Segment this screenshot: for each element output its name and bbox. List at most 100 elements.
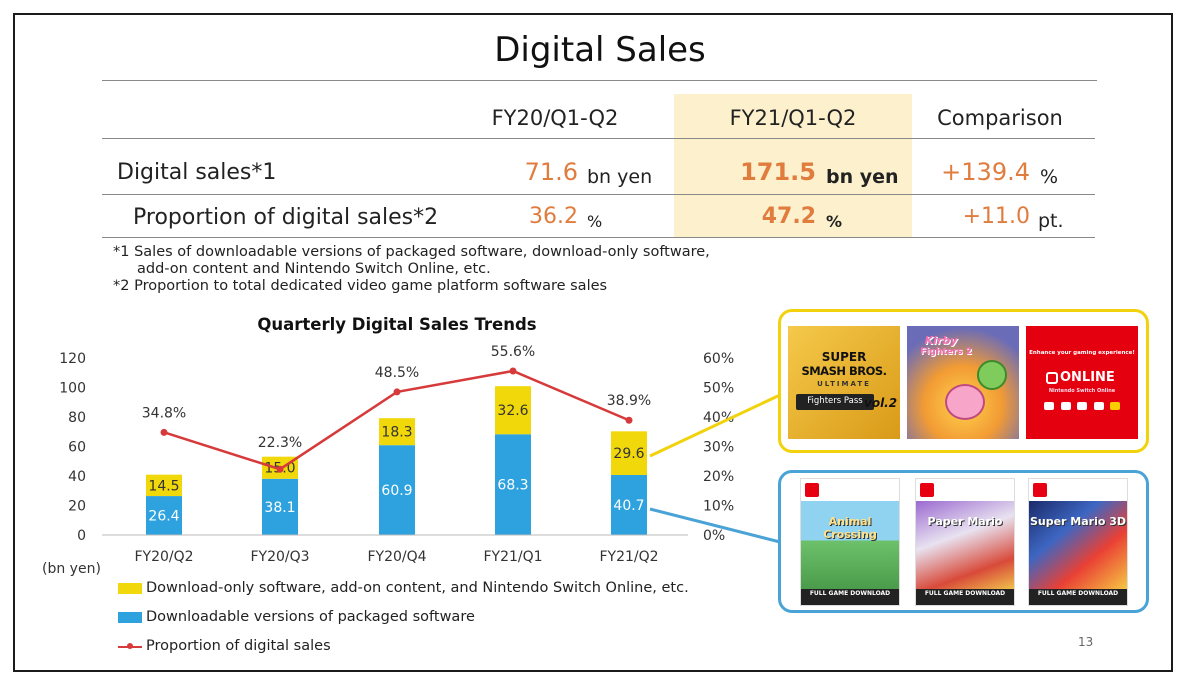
mario-3d-title: Super Mario 3D bbox=[1029, 515, 1127, 528]
y-tick-label: 40 bbox=[68, 469, 86, 485]
nso-caption-sub: Nintendo Switch Online bbox=[1048, 388, 1116, 394]
mario-3d-footer: FULL GAME DOWNLOAD bbox=[1029, 589, 1127, 605]
bar-label-download-only: 14.5 bbox=[148, 478, 179, 494]
footnote-1-cont: add-on content and Nintendo Switch Onlin… bbox=[137, 261, 491, 277]
y-tick-label: 120 bbox=[59, 351, 86, 367]
row-label-digital-sales: Digital sales*1 bbox=[117, 160, 277, 185]
legend-swatch-line bbox=[118, 641, 142, 652]
table-rule-3 bbox=[102, 237, 1095, 238]
kirby-caption-mid: Fighters 2 bbox=[920, 347, 972, 357]
smash-banner bbox=[796, 394, 874, 410]
paper-mario-title: Paper Mario bbox=[927, 515, 1003, 528]
bar-download-only bbox=[495, 386, 531, 435]
bar-label-packaged: 40.7 bbox=[613, 498, 644, 514]
y-tick-label: 0 bbox=[77, 528, 86, 544]
footnote-1: *1 Sales of downloadable versions of pac… bbox=[113, 244, 710, 260]
table-rule-1 bbox=[102, 138, 1095, 139]
kirby-character bbox=[945, 384, 985, 420]
smash-caption-mid: SMASH BROS. bbox=[801, 364, 887, 378]
line-point-proportion bbox=[160, 428, 168, 436]
nso-icon-4 bbox=[1093, 402, 1104, 410]
fy20-proportion: 36.2 bbox=[529, 204, 578, 229]
switch-logo-icon bbox=[920, 483, 934, 497]
nso-caption-mid: ONLINE bbox=[1060, 370, 1115, 385]
line-label-proportion: 48.5% bbox=[375, 365, 419, 381]
line-point-proportion bbox=[509, 367, 517, 375]
y2-tick-label: 30% bbox=[703, 440, 734, 456]
legend-item-download-only: Download-only software, add-on content, … bbox=[118, 580, 689, 596]
x-tick-label: FY21/Q1 bbox=[483, 549, 542, 565]
fy20-proportion-unit: % bbox=[587, 212, 603, 231]
table-rule-2 bbox=[102, 194, 1095, 195]
paper-mario-box: Paper Mario FULL GAME DOWNLOAD bbox=[915, 478, 1015, 606]
highlight-column bbox=[674, 94, 912, 238]
animal-crossing-cover bbox=[801, 501, 899, 589]
line-point-proportion bbox=[393, 388, 401, 396]
col-header-fy20: FY20/Q1-Q2 bbox=[491, 106, 619, 130]
bar-download-only bbox=[379, 418, 415, 446]
smash-caption-sub: ULTIMATE bbox=[817, 380, 871, 388]
nso-caption-top: Enhance your gaming experience! bbox=[1029, 350, 1135, 356]
switch-logo-icon bbox=[1033, 483, 1047, 497]
bar-label-download-only: 18.3 bbox=[381, 425, 412, 441]
footer-text: FULL GAME DOWNLOAD bbox=[809, 590, 891, 597]
paper-mario-cover bbox=[916, 501, 1014, 589]
smash-fighters-pass-image: SUPER SMASH BROS. ULTIMATE Fighters Pass… bbox=[788, 326, 900, 439]
comparison-digital-sales: +139.4 bbox=[941, 158, 1030, 186]
kirby-fighters-2-image: Kirby Fighters 2 bbox=[907, 326, 1019, 439]
paper-mario-footer: FULL GAME DOWNLOAD bbox=[916, 589, 1014, 605]
legend-label-download-only: Download-only software, add-on content, … bbox=[146, 580, 689, 596]
game-box-top bbox=[1029, 479, 1127, 501]
col-header-comparison: Comparison bbox=[937, 106, 1063, 130]
legend-label-proportion: Proportion of digital sales bbox=[146, 638, 331, 654]
fy21-digital-sales-unit: bn yen bbox=[826, 166, 899, 188]
bar-packaged bbox=[146, 496, 182, 535]
legend-item-proportion: Proportion of digital sales bbox=[118, 638, 331, 654]
nso-icon-3 bbox=[1077, 402, 1087, 410]
footer-text: FULL GAME DOWNLOAD bbox=[1037, 590, 1119, 597]
legend-swatch-yellow bbox=[118, 582, 142, 594]
page-number: 13 bbox=[1078, 635, 1094, 649]
comparison-proportion-unit: pt. bbox=[1038, 210, 1064, 232]
animal-crossing-box: Animal Crossing FULL GAME DOWNLOAD bbox=[800, 478, 900, 606]
connector-blue bbox=[649, 507, 781, 544]
y-axis-label: (bn yen) bbox=[42, 561, 101, 577]
bar-label-packaged: 68.3 bbox=[497, 478, 528, 494]
slide-frame bbox=[13, 13, 1173, 672]
fy21-digital-sales: 171.5 bbox=[740, 158, 816, 186]
y-tick-label: 80 bbox=[68, 410, 86, 426]
footnote-2: *2 Proportion to total dedicated video g… bbox=[113, 278, 608, 294]
bar-label-packaged: 60.9 bbox=[381, 483, 412, 499]
line-label-proportion: 38.9% bbox=[607, 393, 651, 409]
page-title: Digital Sales bbox=[494, 30, 706, 70]
legend-label-packaged: Downloadable versions of packaged softwa… bbox=[146, 609, 475, 625]
x-tick-label: FY20/Q3 bbox=[250, 549, 309, 565]
smash-caption-bottom: Fighters Pass bbox=[807, 396, 863, 406]
chart-title: Quarterly Digital Sales Trends bbox=[257, 315, 537, 334]
y2-tick-label: 10% bbox=[703, 499, 734, 515]
x-tick-label: FY20/Q2 bbox=[134, 549, 193, 565]
game-box-top bbox=[916, 479, 1014, 501]
nintendo-switch-online-image: Enhance your gaming experience! ONLINE N… bbox=[1026, 326, 1138, 439]
line-label-proportion: 55.6% bbox=[491, 344, 535, 360]
nso-icon-1 bbox=[1044, 402, 1054, 410]
nso-icon-5 bbox=[1110, 402, 1120, 410]
legend-swatch-blue bbox=[118, 611, 142, 623]
y2-tick-label: 50% bbox=[703, 381, 734, 397]
title-rule bbox=[102, 80, 1097, 81]
switch-logo-icon bbox=[1046, 372, 1058, 384]
comparison-digital-sales-unit: % bbox=[1040, 166, 1059, 188]
y2-tick-label: 20% bbox=[703, 469, 734, 485]
y-tick-label: 100 bbox=[59, 381, 86, 397]
x-tick-label: FY20/Q4 bbox=[367, 549, 426, 565]
bar-label-download-only: 29.6 bbox=[613, 446, 644, 462]
fy21-proportion-unit: % bbox=[826, 212, 843, 231]
bar-packaged bbox=[495, 434, 531, 535]
footer-text: FULL GAME DOWNLOAD bbox=[924, 590, 1006, 597]
y2-tick-label: 40% bbox=[703, 410, 734, 426]
y-tick-label: 20 bbox=[68, 499, 86, 515]
x-tick-label: FY21/Q2 bbox=[599, 549, 658, 565]
bar-download-only bbox=[611, 431, 647, 475]
bar-label-packaged: 26.4 bbox=[148, 509, 179, 525]
